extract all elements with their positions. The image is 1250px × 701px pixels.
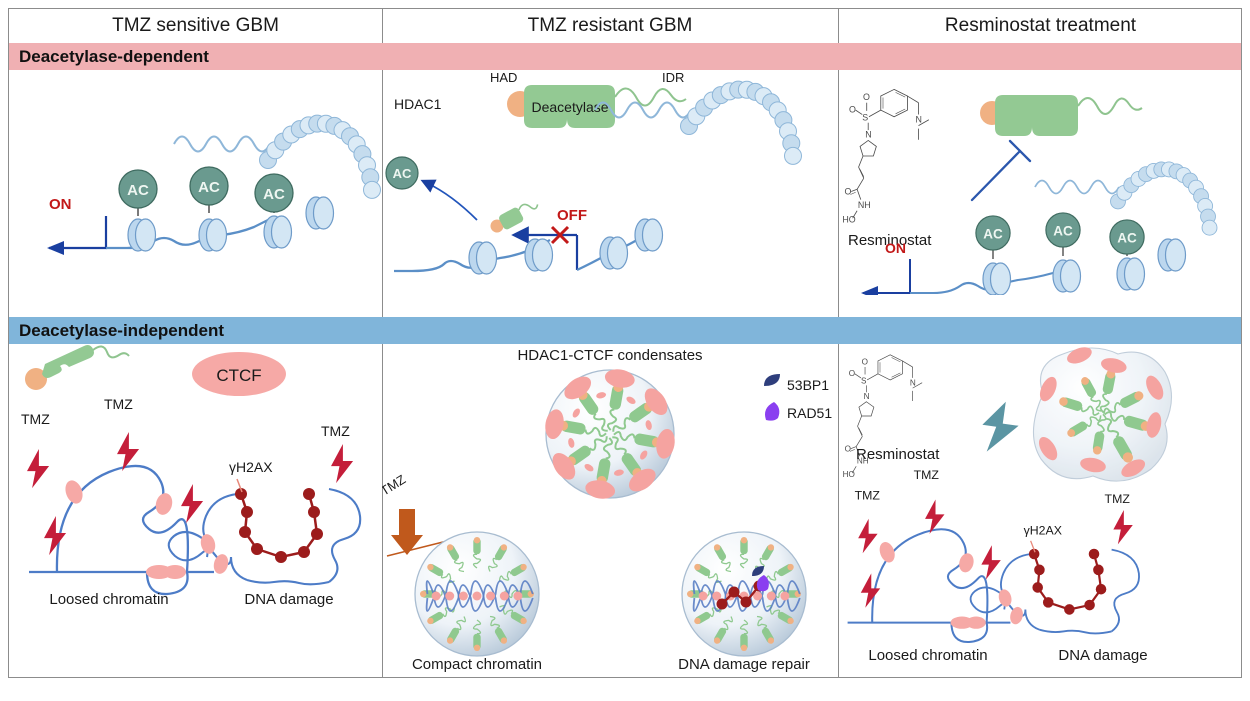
svg-text:53BP1: 53BP1 <box>787 377 829 393</box>
svg-text:ON: ON <box>49 196 72 213</box>
svg-text:DNA damage repair: DNA damage repair <box>678 656 810 673</box>
svg-text:O: O <box>845 444 851 453</box>
svg-text:S: S <box>861 376 867 385</box>
svg-text:TMZ: TMZ <box>914 468 940 482</box>
svg-text:S: S <box>862 112 868 122</box>
svg-text:HDAC1-CTCF condensates: HDAC1-CTCF condensates <box>517 347 702 364</box>
svg-text:Compact chromatin: Compact chromatin <box>412 656 542 673</box>
svg-text:RAD51: RAD51 <box>787 405 832 421</box>
svg-text:Loosed chromatin: Loosed chromatin <box>868 647 987 664</box>
svg-text:TMZ: TMZ <box>21 411 50 427</box>
svg-text:Loosed chromatin: Loosed chromatin <box>49 591 168 608</box>
svg-text:O: O <box>845 186 852 196</box>
svg-text:OFF: OFF <box>557 207 587 224</box>
svg-text:TMZ: TMZ <box>382 472 408 499</box>
svg-text:TMZ: TMZ <box>321 423 350 439</box>
svg-text:N: N <box>865 130 871 140</box>
svg-text:ON: ON <box>885 240 906 256</box>
svg-text:IDR: IDR <box>662 70 684 85</box>
svg-text:γH2AX: γH2AX <box>229 459 273 475</box>
svg-text:O: O <box>849 369 855 378</box>
svg-text:γH2AX: γH2AX <box>1024 524 1062 538</box>
svg-text:TMZ: TMZ <box>1105 492 1131 506</box>
svg-text:N: N <box>916 115 922 125</box>
svg-text:HO: HO <box>843 470 855 479</box>
svg-text:TMZ: TMZ <box>855 488 881 502</box>
svg-text:AC: AC <box>393 166 412 181</box>
svg-text:HO: HO <box>842 215 855 225</box>
svg-text:TMZ: TMZ <box>104 396 133 412</box>
svg-text:O: O <box>849 104 856 114</box>
svg-text:CTCF: CTCF <box>216 366 261 385</box>
svg-text:Resminostat: Resminostat <box>856 446 940 463</box>
svg-text:N: N <box>910 378 916 387</box>
svg-text:N: N <box>864 392 870 401</box>
svg-text:O: O <box>863 92 870 102</box>
svg-text:HAD: HAD <box>490 70 517 85</box>
svg-text:O: O <box>862 357 868 366</box>
svg-text:NH: NH <box>858 200 871 210</box>
svg-text:DNA damage: DNA damage <box>244 591 333 608</box>
svg-text:DNA damage: DNA damage <box>1058 647 1147 664</box>
svg-text:HDAC1: HDAC1 <box>394 96 442 112</box>
